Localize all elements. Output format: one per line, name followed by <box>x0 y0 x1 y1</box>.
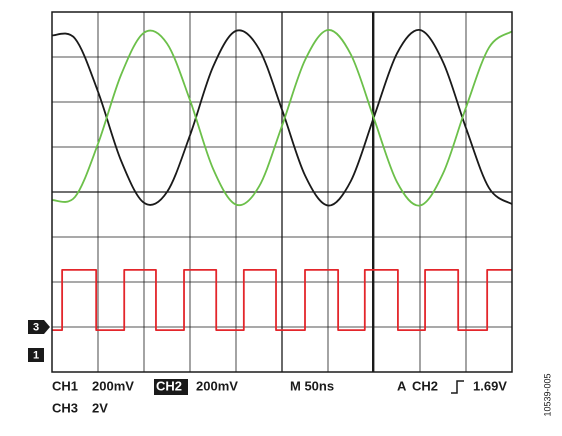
trace <box>51 29 513 207</box>
ch3-scale: 2V <box>92 400 108 415</box>
trigger-level: 1.69V <box>473 378 507 393</box>
figure-id: 10539-005 <box>542 373 552 416</box>
ch3-label: CH3 <box>52 400 78 415</box>
ch2-scale: 200mV <box>196 378 238 393</box>
trigger-slope-icon <box>451 380 464 394</box>
marker-box <box>28 320 44 334</box>
marker-label: 3 <box>33 321 39 333</box>
trace <box>51 29 513 207</box>
plot-border <box>51 11 513 373</box>
trigger-source: CH2 <box>412 378 438 393</box>
ch1-label: CH1 <box>52 378 78 393</box>
marker-label: 1 <box>33 349 39 361</box>
ch1-scale: 200mV <box>92 378 134 393</box>
marker-arrow <box>44 320 50 334</box>
channel-marker: 1 <box>28 348 44 362</box>
marker-box <box>28 348 44 362</box>
timebase: M 50ns <box>290 378 334 393</box>
trace <box>52 268 512 332</box>
ch2-highlight <box>154 379 188 395</box>
ch2-label: CH2 <box>156 378 182 393</box>
traces <box>51 29 513 332</box>
trigger-mode: A <box>397 378 407 393</box>
channel-marker: 3 <box>28 320 50 334</box>
